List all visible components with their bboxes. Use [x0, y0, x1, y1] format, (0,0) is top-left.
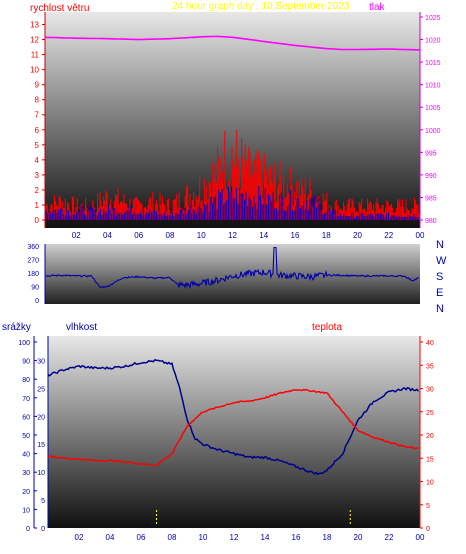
pressure-tick-label: 1005 [425, 105, 441, 112]
x-tick-label: 04 [106, 533, 115, 542]
temp-tick-label: 20 [426, 433, 434, 440]
wind-label: rychlost větru [30, 3, 89, 14]
wind-tick-label: 5 [35, 141, 40, 150]
x-tick-label: 22 [384, 231, 393, 240]
rain-tick-label: 60 [22, 414, 30, 421]
wind-tick-label: 8 [35, 96, 40, 105]
x-tick-label: 00 [416, 533, 425, 542]
direction-tick-label: 0 [35, 298, 39, 305]
x-tick-label: 18 [322, 231, 331, 240]
temp-tick-label: 30 [426, 387, 434, 394]
humidity-label: vlhkost [66, 322, 97, 333]
direction-tick-label: 90 [31, 285, 39, 292]
x-tick-label: 12 [230, 533, 239, 542]
wind-tick-label: 10 [30, 66, 39, 75]
compass-label: S [436, 271, 443, 283]
rain-tick-label: 40 [22, 452, 30, 459]
pressure-tick-label: 1000 [425, 128, 441, 135]
direction-line [45, 246, 419, 290]
wind-tick-label: 11 [31, 51, 40, 60]
rain-tick-label: 10 [22, 507, 30, 514]
wind-tick-label: 9 [35, 81, 40, 90]
rain-tick-label: 80 [22, 377, 30, 384]
x-tick-label: 20 [353, 231, 362, 240]
pressure-tick-label: 995 [425, 150, 437, 157]
x-tick-label: 02 [72, 231, 81, 240]
plot-area-temp [48, 336, 420, 528]
x-tick-label: 00 [416, 231, 425, 240]
plot-area-direction [45, 244, 420, 304]
wind-tick-label: 4 [35, 156, 40, 165]
wind-tick-label: 6 [35, 126, 40, 135]
x-tick-label: 22 [385, 533, 394, 542]
x-tick-label: 18 [323, 533, 332, 542]
x-tick-label: 04 [103, 231, 112, 240]
wind-tick-label: 2 [35, 186, 40, 195]
x-tick-label: 16 [291, 231, 300, 240]
compass-label: N [436, 239, 444, 251]
temp-tick-label: 15 [426, 456, 434, 463]
humidity-line [47, 358, 420, 475]
humidity-tick-label: 20 [37, 414, 45, 421]
x-tick-label: 12 [228, 231, 237, 240]
humidity-tick-label: 5 [41, 498, 45, 505]
wind-tick-label: 3 [35, 171, 40, 180]
rain-tick-label: 50 [22, 433, 30, 440]
chart-title: 24 hour graph day : 10 September 2023 [172, 1, 350, 12]
humidity-tick-label: 0 [41, 526, 45, 533]
x-tick-label: 06 [134, 231, 143, 240]
wind-tick-label: 7 [35, 111, 40, 120]
x-tick-label: 10 [197, 231, 206, 240]
direction-tick-label: 270 [27, 258, 39, 265]
humidity-tick-label: 15 [37, 442, 45, 449]
x-tick-label: 20 [354, 533, 363, 542]
pressure-tick-label: 1020 [425, 38, 441, 45]
x-tick-label: 08 [166, 231, 175, 240]
rain-tick-label: 30 [22, 470, 30, 477]
pressure-label: tlak [369, 2, 386, 13]
x-tick-label: 10 [199, 533, 208, 542]
pressure-line [44, 35, 421, 51]
temperature-label: teplota [312, 322, 342, 333]
direction-tick-label: 360 [27, 244, 39, 251]
rain-tick-label: 90 [22, 359, 30, 366]
x-tick-label: 02 [75, 533, 84, 542]
x-tick-label: 16 [292, 533, 301, 542]
rain-label: srážky [2, 322, 31, 333]
temp-tick-label: 5 [426, 503, 430, 510]
temp-tick-label: 0 [426, 526, 430, 533]
pressure-tick-label: 1015 [425, 60, 441, 67]
wind-tick-label: 0 [35, 216, 40, 225]
pressure-tick-label: 985 [425, 195, 437, 202]
x-tick-label: 06 [137, 533, 146, 542]
wind-tick-label: 13 [30, 21, 39, 30]
x-tick-label: 14 [261, 533, 270, 542]
humidity-tick-label: 25 [37, 386, 45, 393]
pressure-tick-label: 980 [425, 218, 437, 225]
temperature-line [47, 388, 419, 467]
temp-tick-label: 10 [426, 480, 434, 487]
x-tick-label: 14 [259, 231, 268, 240]
temp-tick-label: 25 [426, 410, 434, 417]
humidity-tick-label: 10 [37, 470, 45, 477]
pressure-tick-label: 1010 [425, 83, 441, 90]
wind-tick-label: 12 [30, 36, 39, 45]
x-tick-label: 08 [168, 533, 177, 542]
temp-tick-label: 40 [426, 340, 434, 347]
rain-tick-label: 70 [22, 396, 30, 403]
temp-tick-label: 35 [426, 363, 434, 370]
wind-tick-label: 1 [35, 201, 40, 210]
rain-tick-label: 0 [26, 526, 30, 533]
rain-tick-label: 100 [18, 340, 30, 347]
rain-tick-label: 20 [22, 489, 30, 496]
pressure-tick-label: 990 [425, 173, 437, 180]
compass-label: E [436, 287, 443, 299]
compass-label: W [436, 255, 447, 267]
pressure-tick-label: 1025 [425, 15, 441, 22]
compass-label: N [436, 303, 444, 315]
humidity-tick-label: 30 [37, 358, 45, 365]
direction-tick-label: 180 [27, 271, 39, 278]
